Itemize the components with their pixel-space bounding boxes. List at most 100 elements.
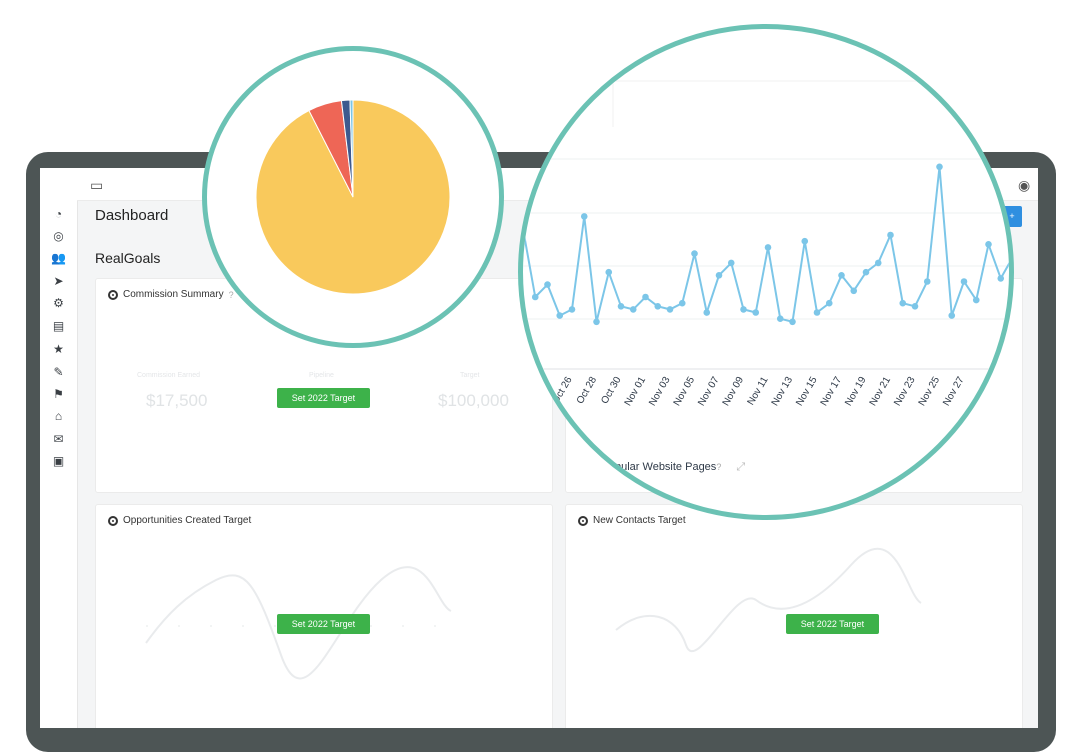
data-point: [691, 250, 698, 257]
data-point: [923, 278, 931, 285]
expand-icon[interactable]: ⤢: [736, 461, 746, 473]
commission-summary-panel: Commission Summary ? Commission Earned P…: [95, 278, 553, 493]
data-point: [874, 259, 882, 267]
faint-line-chart: [145, 566, 452, 680]
target-icon: [578, 515, 588, 526]
data-point: [678, 299, 686, 307]
x-tick-label: Oct 28: [575, 375, 599, 406]
x-tick-label: Nov 19: [843, 375, 869, 408]
data-point: [605, 268, 613, 276]
data-point: [887, 231, 894, 239]
data-point: [825, 299, 833, 307]
reviews-icon[interactable]: ★: [53, 342, 64, 356]
data-point: [862, 268, 870, 276]
data-point: [813, 309, 821, 316]
data-point: [654, 303, 662, 310]
calendar-icon[interactable]: ▣: [52, 454, 65, 468]
data-point: [838, 272, 845, 279]
data-point: [789, 318, 796, 326]
workflow-icon[interactable]: ⚙: [53, 296, 64, 310]
faint-line-chart: [615, 547, 922, 653]
help-icon[interactable]: ?: [716, 462, 722, 472]
line-chart: Oct 26 Oct 28 Oct 30 Nov 01 Nov 03 Nov 05 Nov …: [523, 80, 1009, 408]
pie-chart: [255, 99, 451, 295]
data-point: [556, 312, 564, 319]
data-point: [715, 272, 723, 279]
help-icon[interactable]: ◉: [1018, 177, 1031, 193]
data-point: [764, 244, 772, 251]
data-point: [850, 287, 858, 295]
x-tick-label: Nov 11: [746, 375, 771, 408]
target-icon: [108, 515, 118, 526]
set-target-button[interactable]: Set 2022 Target: [277, 388, 370, 408]
x-tick-label: Nov 07: [696, 375, 722, 408]
x-tick-label: Nov 21: [868, 375, 894, 408]
x-tick-label: Nov 03: [647, 375, 673, 408]
data-point: [960, 278, 968, 285]
data-point: [899, 299, 907, 307]
data-point: [617, 303, 625, 310]
contacts-icon[interactable]: 👥: [51, 251, 66, 265]
x-tick-label: Oct 30: [599, 375, 623, 406]
data-point: [752, 309, 760, 316]
data-point: [985, 241, 992, 248]
marketing-icon[interactable]: ⚑: [53, 387, 64, 401]
data-point: [593, 318, 600, 326]
x-tick-label: Nov 09: [721, 375, 747, 408]
panel-title: pular Website Pages? ⤢: [615, 461, 745, 474]
data-point: [580, 213, 588, 220]
x-tick-label: Oct 26: [550, 375, 574, 406]
send-icon[interactable]: ➤: [53, 274, 64, 288]
faint-label: Commission Earned: [137, 372, 201, 379]
data-point: [972, 296, 980, 304]
edit-icon[interactable]: ✎: [53, 365, 64, 379]
faint-value: $17,500: [146, 391, 208, 410]
data-point: [568, 306, 576, 313]
x-tick-label: Nov 15: [794, 375, 820, 408]
data-point: [911, 303, 919, 310]
x-tick-label: Nov 25: [917, 375, 943, 408]
data-point: [801, 237, 809, 245]
set-target-button[interactable]: Set 2022 Target: [786, 614, 879, 634]
faint-label: Pipeline: [309, 372, 334, 379]
help-icon[interactable]: ?: [228, 289, 234, 300]
line-chart-zoom: Oct 26 Oct 28 Oct 30 Nov 01 Nov 03 Nov 05 Nov …: [518, 24, 1014, 520]
section-title: RealGoals: [95, 250, 161, 266]
page-title: Dashboard: [95, 207, 169, 224]
data-point: [948, 312, 956, 319]
x-tick-label: Nov 13: [770, 375, 796, 408]
panel-title: Commission Summary: [123, 289, 224, 300]
data-point: [936, 163, 943, 171]
panel-header: Opportunities Created Target: [108, 515, 251, 526]
opportunities-target-panel: Opportunities Created Target Set 2022 Ta…: [95, 504, 553, 728]
data-point: [666, 306, 674, 313]
data-point: [997, 275, 1005, 282]
panel-header: Commission Summary ?: [108, 289, 234, 300]
target-icon: [108, 289, 118, 300]
panel-title: New Contacts Target: [593, 515, 686, 526]
dashboard-gauge-icon[interactable]: ◔: [54, 207, 63, 221]
faint-label: Target: [460, 372, 480, 379]
x-tick-label: Nov 05: [672, 375, 698, 408]
data-point: [629, 306, 637, 313]
data-point: [740, 306, 747, 313]
series-line: [523, 166, 1009, 324]
pie-slice: [349, 99, 354, 198]
data-point: [544, 281, 551, 288]
panel-title: Opportunities Created Target: [123, 515, 252, 526]
view-toggle-icon[interactable]: ▭: [90, 177, 104, 193]
home-icon[interactable]: ⌂: [54, 409, 63, 423]
data-point: [642, 293, 649, 301]
inbox-icon[interactable]: ✉: [53, 432, 64, 446]
set-target-button[interactable]: Set 2022 Target: [277, 614, 370, 634]
x-tick-label: Nov 17: [819, 375, 845, 408]
data-point: [703, 309, 711, 316]
data-point: [727, 259, 735, 267]
data-point: [531, 293, 539, 301]
x-tick-label: Nov 23: [892, 375, 918, 408]
list-icon[interactable]: ▤: [52, 319, 65, 333]
goals-target-icon[interactable]: ◎: [53, 229, 64, 243]
popular-pages-title: pular Website Pages: [615, 461, 717, 473]
faint-value: $100,000: [438, 391, 509, 410]
pie-chart-zoom: [202, 46, 504, 348]
